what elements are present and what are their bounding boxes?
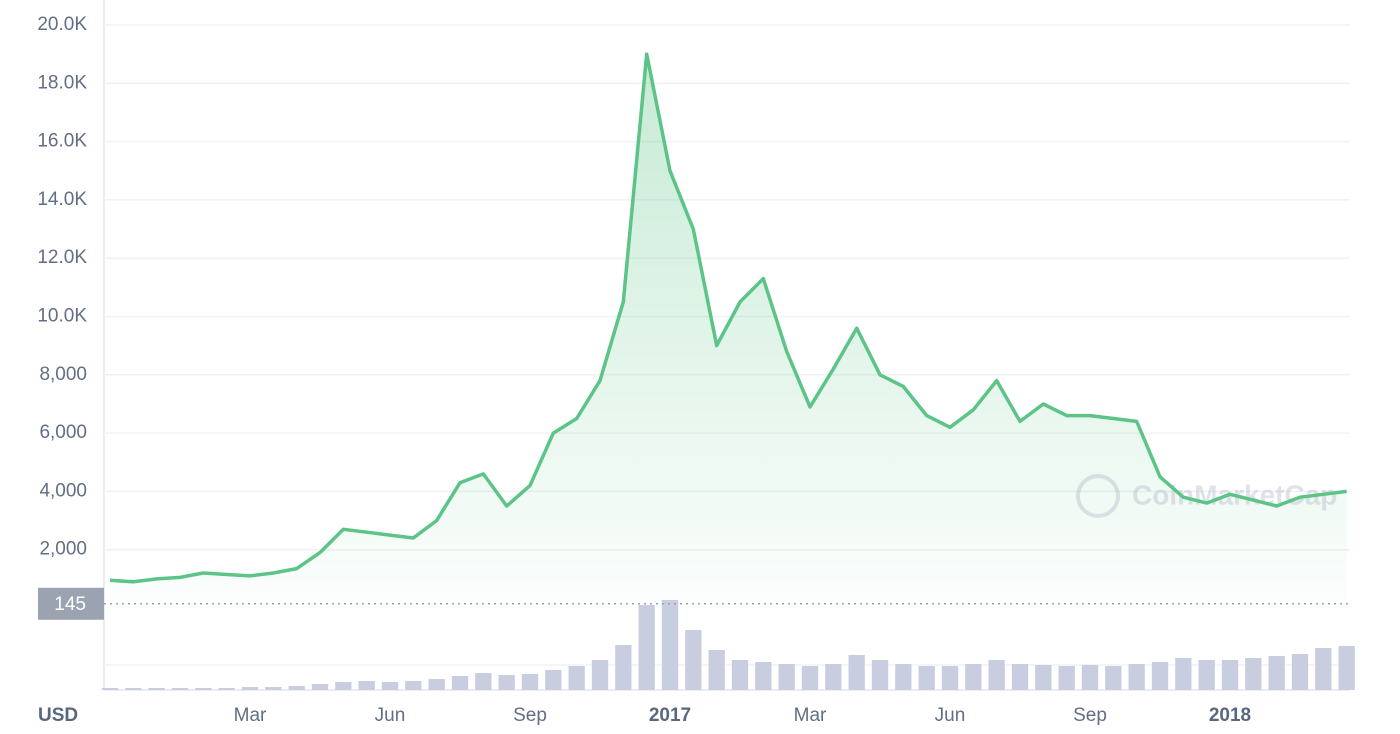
volume-bar: [545, 670, 562, 690]
x-tick-label: Jun: [375, 705, 406, 726]
volume-bar: [1291, 654, 1309, 690]
volume-bar: [1151, 662, 1169, 690]
volume-bar: [1175, 658, 1192, 690]
y-tick-label: 14.0K: [37, 189, 87, 210]
volume-bar: [988, 660, 1005, 690]
volume-bar: [125, 688, 142, 690]
x-tick-label: Sep: [513, 705, 547, 726]
volume-bar: [101, 688, 119, 690]
volume-bar: [195, 688, 212, 690]
volume-bar: [241, 687, 259, 690]
volume-bar: [848, 655, 865, 690]
volume-bar: [1128, 664, 1145, 690]
volume-bar: [265, 687, 282, 690]
price-marker-label: 145: [54, 594, 86, 615]
volume-bar: [638, 605, 655, 690]
volume-bar: [661, 600, 679, 690]
volume-bar: [1035, 665, 1052, 690]
y-tick-label: 4,000: [39, 480, 87, 501]
volume-bar: [405, 681, 422, 690]
volume-bar: [475, 673, 492, 690]
volume-bar: [218, 688, 235, 690]
y-tick-label: 12.0K: [37, 247, 87, 268]
y-tick-label: 6,000: [39, 422, 87, 443]
x-tick-label: Mar: [794, 705, 827, 726]
volume-bar: [1245, 658, 1262, 690]
volume-bar: [825, 664, 842, 690]
volume-bar: [451, 676, 469, 690]
volume-bar: [311, 684, 329, 690]
volume-bar: [778, 664, 795, 690]
x-tick-label: Mar: [234, 705, 267, 726]
volume-bar: [428, 679, 445, 690]
volume-bar: [381, 682, 399, 690]
volume-bar: [335, 682, 352, 690]
volume-bar: [941, 666, 959, 690]
volume-bar: [1105, 666, 1122, 690]
y-tick-label: 2,000: [39, 539, 87, 560]
volume-bar: [521, 674, 539, 690]
currency-label: USD: [38, 705, 78, 726]
volume-bar: [148, 688, 165, 690]
volume-bar: [1268, 656, 1285, 690]
y-tick-label: 8,000: [39, 364, 87, 385]
y-tick-label: 20.0K: [37, 14, 87, 35]
volume-bar: [801, 666, 819, 690]
volume-bar: [591, 660, 609, 690]
volume-bar: [171, 688, 189, 690]
volume-bar: [1058, 666, 1075, 690]
x-tick-label: Sep: [1073, 705, 1107, 726]
y-tick-label: 16.0K: [37, 131, 87, 152]
area: [110, 54, 1347, 609]
volume-bar: [288, 686, 305, 690]
volume-bar: [1198, 660, 1215, 690]
volume-bar: [1081, 665, 1099, 690]
volume-bar: [708, 650, 725, 690]
volume-bar: [895, 664, 912, 690]
price-marker-box: [38, 587, 104, 620]
y-tick-label: 18.0K: [37, 72, 87, 93]
volume-bar: [918, 666, 935, 690]
volume-bar: [498, 675, 515, 690]
volume-bar: [755, 662, 772, 690]
volume-bar: [1011, 664, 1029, 690]
x-tick-label: 2018: [1209, 705, 1251, 726]
volume-bar: [731, 660, 749, 690]
x-tick-label: 2017: [649, 705, 691, 726]
price-line: [109, 52, 1347, 584]
x-tick-label: Jun: [935, 705, 966, 726]
volume-bar: [871, 660, 889, 690]
volume-bar: [358, 681, 375, 690]
y-tick-label: 10.0K: [37, 306, 87, 327]
volume-bar: [568, 666, 585, 690]
volume-bar: [615, 645, 632, 690]
volume-bar: [1221, 660, 1239, 690]
volume-bar: [1315, 648, 1332, 690]
volume-bar: [685, 630, 702, 690]
volume-bar: [1338, 646, 1355, 690]
volume-bar: [965, 664, 982, 690]
